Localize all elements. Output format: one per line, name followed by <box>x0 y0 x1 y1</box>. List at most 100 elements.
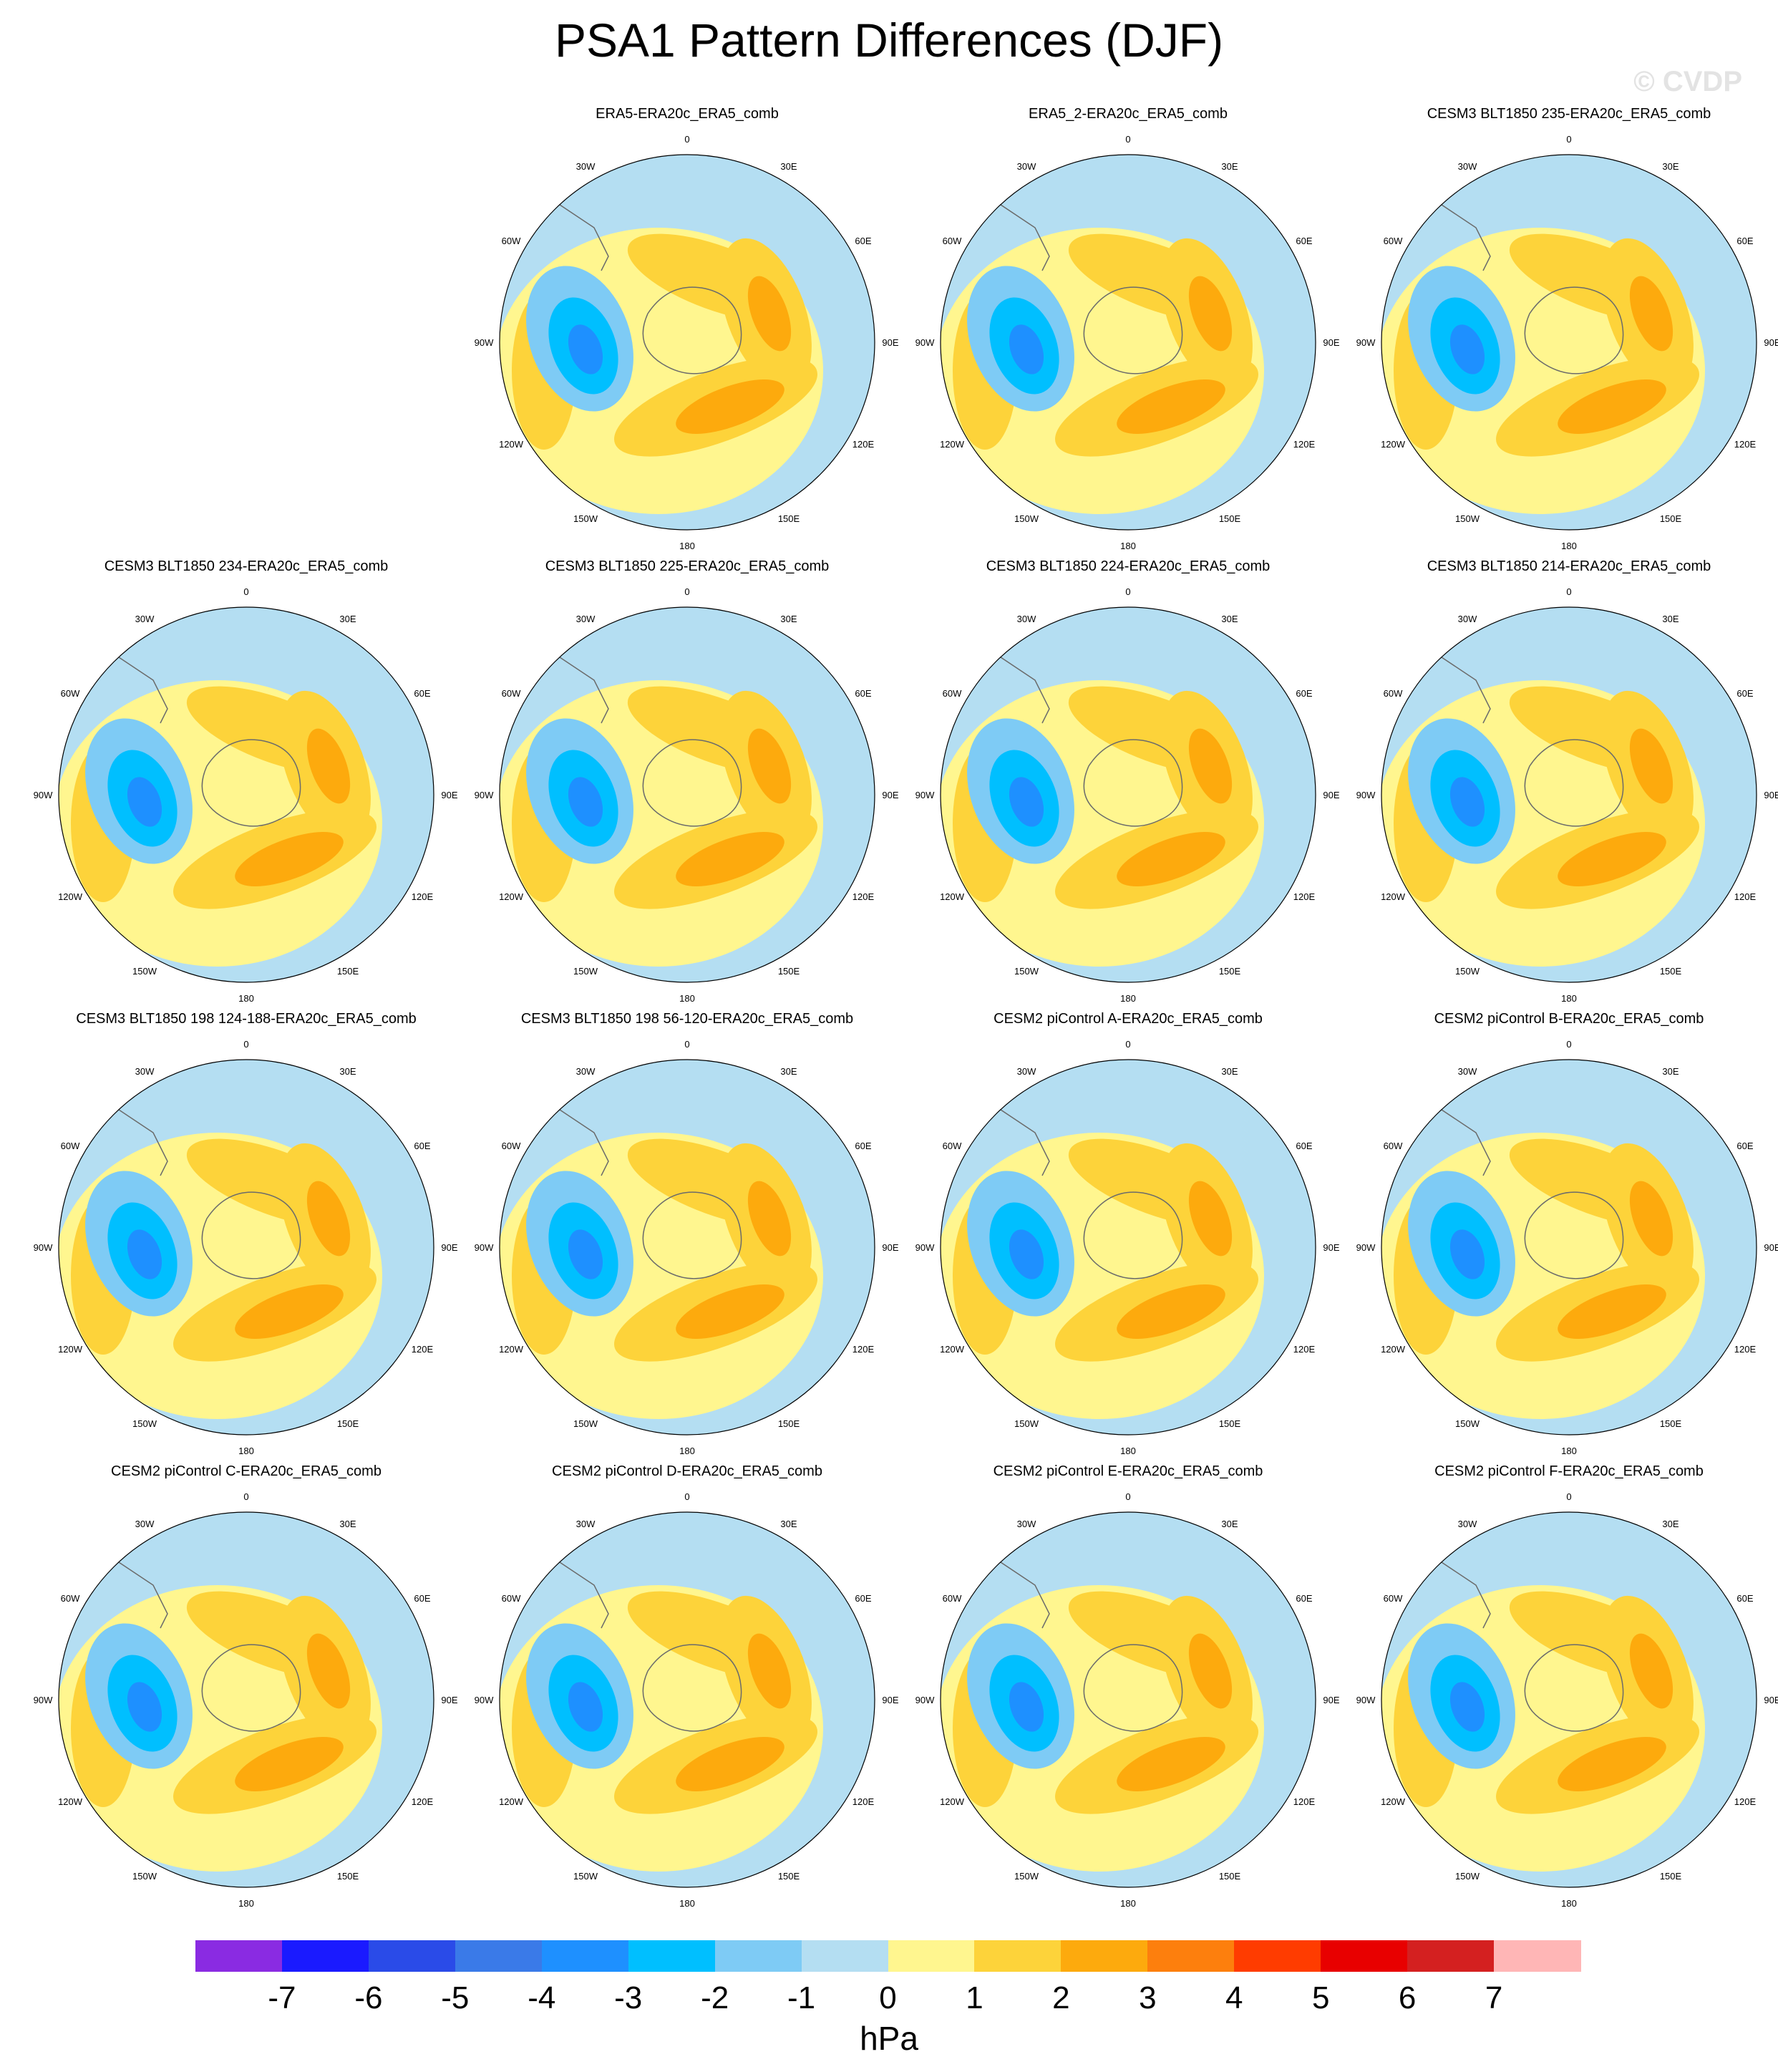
longitude-label: 120E <box>1734 439 1757 450</box>
longitude-label: 0 <box>684 1039 689 1050</box>
longitude-label: 150W <box>573 513 598 524</box>
longitude-label: 60W <box>61 1593 80 1604</box>
coastline <box>1432 198 1491 271</box>
anomaly-contour <box>568 324 603 374</box>
antarctica-outline <box>1524 1191 1624 1279</box>
longitude-label: 90E <box>1323 790 1339 800</box>
longitude-label: 120W <box>1381 439 1406 450</box>
longitude-label: 30E <box>780 1066 797 1077</box>
longitude-label: 0 <box>1566 1039 1571 1050</box>
panel-title: CESM3 BLT1850 198 124-188-ERA20c_ERA5_co… <box>76 1011 417 1027</box>
antarctica-outline <box>642 1191 742 1279</box>
longitude-label: 60W <box>943 236 962 246</box>
longitude-label: 120W <box>58 891 83 902</box>
longitude-label: 30W <box>135 1066 155 1077</box>
map-panel: ERA5_2-ERA20c_ERA5_comb 0 30E 60E 90E 120E 150… <box>906 106 1350 550</box>
antarctica-outline <box>1524 1644 1624 1732</box>
longitude-label: 90E <box>1764 1695 1778 1705</box>
polar-map: 0 30E 60E 90E 120E 150E 180 150W 120W 90W 60W 30W <box>475 586 899 1002</box>
longitude-label: 30E <box>1662 614 1679 624</box>
longitude-label: 60E <box>1736 1141 1753 1151</box>
longitude-label: 90W <box>475 1695 494 1705</box>
longitude-label: 150E <box>778 513 800 524</box>
longitude-label: 60E <box>1736 236 1753 246</box>
anomaly-contour <box>1188 1633 1233 1709</box>
anomaly-contour <box>747 1181 792 1257</box>
longitude-label: 180 <box>679 541 695 550</box>
longitude-label: 90E <box>441 1695 457 1705</box>
anomaly-contour <box>676 379 784 434</box>
coastline <box>550 651 609 724</box>
anomaly-contour <box>1009 777 1044 827</box>
longitude-label: 180 <box>1120 993 1136 1002</box>
longitude-label: 120W <box>1381 1344 1406 1355</box>
colorbar-box <box>281 1940 369 1972</box>
longitude-label: 60W <box>943 1141 962 1151</box>
anomaly-contour <box>747 1633 792 1709</box>
longitude-label: 90E <box>882 1242 898 1253</box>
longitude-label: 150W <box>573 966 598 977</box>
panel-title: CESM2 piControl D-ERA20c_ERA5_comb <box>552 1463 822 1479</box>
longitude-label: 150E <box>1660 966 1682 977</box>
anomaly-contour <box>1629 728 1673 804</box>
colorbar-tick-label: -1 <box>787 1980 816 2015</box>
colorbar-box <box>1407 1940 1495 1972</box>
panel-title: CESM3 BLT1850 234-ERA20c_ERA5_comb <box>104 558 389 574</box>
panel-title: ERA5-ERA20c_ERA5_comb <box>596 106 779 122</box>
anomaly-contour <box>1117 1737 1225 1791</box>
map-border <box>1381 154 1757 531</box>
longitude-label: 30W <box>1458 161 1477 172</box>
longitude-label: 150E <box>778 1418 800 1429</box>
longitude-label: 120E <box>1293 891 1316 902</box>
antarctica-outline <box>201 1191 301 1279</box>
longitude-label: 90E <box>441 790 457 800</box>
anomaly-contour <box>1449 1682 1485 1732</box>
colorbar <box>195 1940 1581 1972</box>
colorbar-tick-label: 7 <box>1485 1980 1503 2015</box>
coastline <box>550 1556 609 1629</box>
longitude-label: 90W <box>475 790 494 800</box>
anomaly-contour <box>747 728 792 804</box>
colorbar-box <box>368 1940 456 1972</box>
coastline <box>550 1103 609 1176</box>
polar-map: 0 30E 60E 90E 120E 150E 180 150W 120W 90W 60W 30W <box>1356 586 1778 1002</box>
longitude-label: 60E <box>1296 1593 1312 1604</box>
longitude-label: 60W <box>502 1593 521 1604</box>
longitude-label: 120E <box>852 439 875 450</box>
longitude-label: 60E <box>1296 1141 1312 1151</box>
anomaly-contour <box>1449 777 1485 827</box>
longitude-label: 150E <box>778 1871 800 1882</box>
longitude-label: 30E <box>780 1519 797 1529</box>
map-border <box>1381 1059 1757 1436</box>
anomaly-contour <box>1449 324 1485 374</box>
longitude-label: 30E <box>339 1066 356 1077</box>
longitude-label: 90W <box>1356 1242 1376 1253</box>
longitude-label: 150W <box>1014 1418 1039 1429</box>
anomaly-contour <box>1449 1229 1485 1279</box>
longitude-label: 60W <box>1384 688 1403 699</box>
panel-title: CESM2 piControl E-ERA20c_ERA5_comb <box>993 1463 1263 1479</box>
longitude-label: 30E <box>1221 1519 1238 1529</box>
longitude-label: 150E <box>1660 1418 1682 1429</box>
antarctica-outline <box>201 1644 301 1732</box>
longitude-label: 90W <box>475 337 494 348</box>
antarctica-outline <box>642 739 742 827</box>
longitude-label: 90E <box>1764 337 1778 348</box>
anomaly-contour <box>235 832 344 886</box>
longitude-label: 120E <box>412 891 434 902</box>
longitude-label: 120W <box>1381 1796 1406 1807</box>
longitude-label: 120E <box>1293 1344 1316 1355</box>
longitude-label: 120W <box>940 891 965 902</box>
anomaly-contour <box>1629 1633 1673 1709</box>
map-panel: CESM2 piControl D-ERA20c_ERA5_comb 0 30E 60… <box>465 1463 909 1907</box>
longitude-label: 120W <box>940 1344 965 1355</box>
longitude-label: 0 <box>1566 134 1571 145</box>
longitude-label: 180 <box>238 1898 254 1907</box>
coastline <box>991 651 1050 724</box>
anomaly-contour <box>1009 324 1044 374</box>
coastline <box>991 198 1050 271</box>
antarctica-outline <box>1083 739 1183 827</box>
map-border <box>940 606 1316 983</box>
longitude-label: 180 <box>238 993 254 1002</box>
coastline <box>1432 1103 1491 1176</box>
